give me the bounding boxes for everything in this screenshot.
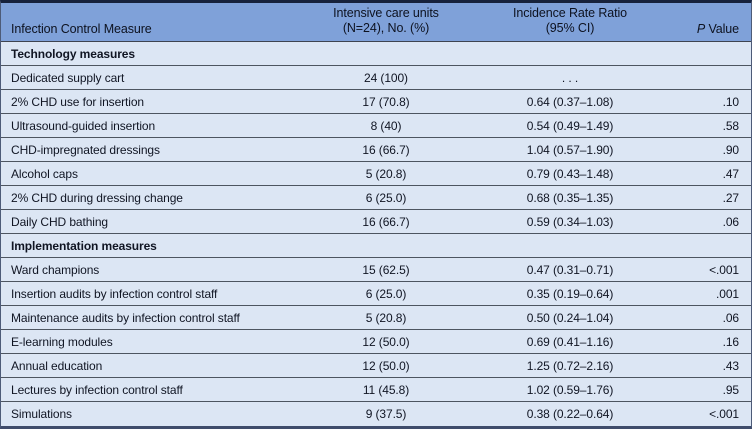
- pvalue-cell: .27: [722, 190, 739, 205]
- icu-cell: 16 (66.7): [362, 142, 410, 157]
- irr-cell: 0.59 (0.34–1.03): [526, 214, 614, 229]
- measure-cell: Lectures by infection control staff: [11, 382, 183, 397]
- icu-cell: 6 (25.0): [365, 190, 407, 205]
- irr-cell: 0.64 (0.37–1.08): [526, 94, 614, 109]
- irr-cell: 1.02 (0.59–1.76): [526, 382, 614, 397]
- irr-cell: 0.35 (0.19–0.64): [526, 286, 614, 301]
- pvalue-cell: .06: [722, 214, 739, 229]
- table-row: Daily CHD bathing 16 (66.7) 0.59 (0.34–1…: [1, 210, 751, 234]
- pvalue-cell: <.001: [709, 407, 739, 421]
- measure-cell: Alcohol caps: [11, 166, 78, 181]
- irr-cell: . . .: [561, 70, 579, 85]
- icu-cell: 8 (40): [370, 118, 402, 133]
- pvalue-italic-p: P: [696, 22, 706, 36]
- measure-cell: Ultrasound-guided insertion: [11, 118, 156, 133]
- table-row: Simulations 9 (37.5) 0.38 (0.22–0.64) <.…: [1, 402, 751, 426]
- measure-cell: 2% CHD use for insertion: [11, 94, 144, 109]
- pvalue-cell: .58: [722, 118, 739, 133]
- header-pvalue: P Value: [669, 22, 751, 36]
- icu-cell: 12 (50.0): [362, 334, 410, 349]
- pvalue-cell: .001: [716, 286, 739, 301]
- irr-cell: 0.54 (0.49–1.49): [526, 118, 614, 133]
- table-row: Annual education 12 (50.0) 1.25 (0.72–2.…: [1, 354, 751, 378]
- pvalue-cell: .90: [722, 142, 739, 157]
- measure-cell: Ward champions: [11, 262, 100, 277]
- irr-cell: 1.25 (0.72–2.16): [526, 358, 614, 373]
- header-icu-line2: (N=24), No. (%): [342, 21, 430, 35]
- table-row: Ward champions 15 (62.5) 0.47 (0.31–0.71…: [1, 258, 751, 282]
- pvalue-cell: .16: [722, 334, 739, 349]
- pvalue-cell: .47: [722, 166, 739, 181]
- table-row: Dedicated supply cart 24 (100) . . .: [1, 66, 751, 90]
- pvalue-cell: .06: [722, 310, 739, 325]
- table-body: Technology measures Dedicated supply car…: [1, 42, 751, 426]
- table-row: CHD-impregnated dressings 16 (66.7) 1.04…: [1, 138, 751, 162]
- icu-cell: 24 (100): [364, 70, 408, 85]
- irr-cell: 1.04 (0.57–1.90): [526, 142, 614, 157]
- measure-cell: Dedicated supply cart: [11, 70, 125, 85]
- pvalue-cell: .43: [722, 358, 739, 373]
- icu-cell: 12 (50.0): [362, 358, 410, 373]
- table-row: E-learning modules 12 (50.0) 0.69 (0.41–…: [1, 330, 751, 354]
- icu-cell: 6 (25.0): [365, 286, 407, 301]
- section-label: Technology measures: [11, 46, 135, 61]
- table-row: 2% CHD use for insertion 17 (70.8) 0.64 …: [1, 90, 751, 114]
- measure-cell: Maintenance audits by infection control …: [11, 310, 240, 325]
- section-label: Implementation measures: [11, 238, 157, 253]
- icu-cell: 16 (66.7): [362, 214, 410, 229]
- table-row: Lectures by infection control staff 11 (…: [1, 378, 751, 402]
- header-irr-line2: (95% CI): [545, 21, 595, 35]
- icu-cell: 17 (70.8): [362, 94, 410, 109]
- measure-cell: Daily CHD bathing: [11, 214, 109, 229]
- measure-cell: Insertion audits by infection control st…: [11, 286, 218, 301]
- pvalue-cell: <.001: [709, 262, 739, 277]
- icu-cell: 15 (62.5): [362, 262, 410, 277]
- table-row: Ultrasound-guided insertion 8 (40) 0.54 …: [1, 114, 751, 138]
- measure-cell: Annual education: [11, 358, 103, 373]
- pvalue-cell: .95: [722, 382, 739, 397]
- irr-cell: 0.68 (0.35–1.35): [526, 190, 614, 205]
- header-irr-line1: Incidence Rate Ratio: [512, 6, 628, 20]
- measure-cell: Simulations: [11, 407, 72, 421]
- irr-cell: 0.79 (0.43–1.48): [526, 166, 614, 181]
- pvalue-cell: .10: [722, 94, 739, 109]
- section-row-implementation: Implementation measures: [1, 234, 751, 258]
- pvalue-rest: Value: [708, 22, 739, 36]
- measure-cell: E-learning modules: [11, 334, 113, 349]
- table-row: Maintenance audits by infection control …: [1, 306, 751, 330]
- icu-cell: 11 (45.8): [362, 382, 410, 397]
- header-irr: Incidence Rate Ratio (95% CI): [471, 6, 669, 36]
- table-row: Alcohol caps 5 (20.8) 0.79 (0.43–1.48) .…: [1, 162, 751, 186]
- table-row: 2% CHD during dressing change 6 (25.0) 0…: [1, 186, 751, 210]
- measure-cell: 2% CHD during dressing change: [11, 190, 183, 205]
- header-icu-line1: Intensive care units: [333, 6, 439, 20]
- header-measure: Infection Control Measure: [11, 22, 152, 36]
- irr-cell: 0.47 (0.31–0.71): [526, 262, 614, 277]
- icu-cell: 9 (37.5): [365, 407, 407, 421]
- measure-cell: CHD-impregnated dressings: [11, 142, 160, 157]
- irr-cell: 0.50 (0.24–1.04): [526, 310, 614, 325]
- irr-cell: 0.38 (0.22–0.64): [526, 407, 614, 421]
- irr-cell: 0.69 (0.41–1.16): [526, 334, 614, 349]
- table-header-row: Infection Control Measure Intensive care…: [1, 3, 751, 42]
- header-icu: Intensive care units (N=24), No. (%): [301, 6, 471, 36]
- icu-cell: 5 (20.8): [365, 166, 407, 181]
- table-row: Insertion audits by infection control st…: [1, 282, 751, 306]
- icu-cell: 5 (20.8): [365, 310, 407, 325]
- section-row-technology: Technology measures: [1, 42, 751, 66]
